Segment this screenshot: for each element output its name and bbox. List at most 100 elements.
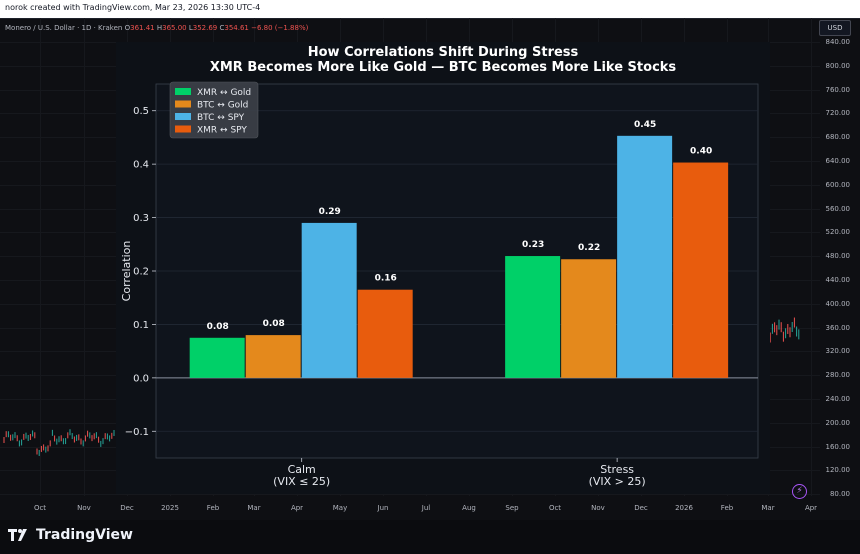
time-axis-label: Apr (290, 504, 304, 512)
correlation-chart-overlay: How Correlations Shift During Stress XMR… (116, 42, 770, 494)
time-axis-label: Aug (462, 504, 476, 512)
price-axis-label: 360.00 (825, 323, 851, 332)
bar-btc-spy (617, 135, 673, 378)
bar-value-label: 0.22 (578, 243, 600, 253)
tradingview-brand: TradingView (36, 527, 133, 543)
legend-swatch (175, 125, 191, 133)
time-axis-label: Feb (720, 504, 734, 512)
lightning-icon[interactable]: ⚡ (792, 484, 807, 499)
price-axis-label: 840.00 (825, 38, 851, 46)
y-tick-label: 0.2 (133, 267, 149, 278)
time-axis-label: Dec (634, 504, 648, 512)
y-tick-label: −0.1 (125, 427, 149, 438)
time-axis-label: Dec (120, 504, 134, 512)
y-tick-label: 0.1 (133, 320, 149, 331)
y-axis-title: Correlation (120, 241, 133, 302)
bar-value-label: 0.16 (375, 274, 397, 284)
legend-label: BTC ↔ SPY (197, 113, 245, 123)
price-axis-label: 400.00 (825, 299, 851, 308)
x-category-label: Stress (600, 463, 634, 476)
close-value: 354.61 (224, 24, 249, 32)
y-tick-label: 0.0 (133, 373, 149, 384)
time-axis-label: Mar (761, 504, 775, 512)
grid-line-vertical (40, 18, 41, 496)
legend-label: XMR ↔ SPY (197, 126, 247, 136)
price-axis-label: 760.00 (825, 85, 851, 94)
price-axis-label: 640.00 (825, 157, 851, 165)
price-axis-label: 720.00 (825, 109, 851, 118)
bar-xmr-gold (189, 337, 245, 378)
bar-value-label: 0.08 (263, 319, 285, 329)
created-with-text: norok created with TradingView.com, Mar … (5, 3, 261, 12)
price-axis-label: 520.00 (825, 228, 851, 237)
price-axis-label: 200.00 (825, 418, 851, 427)
bar-btc-gold (561, 259, 617, 378)
bottom-bar (0, 520, 860, 554)
price-axis-label: 320.00 (825, 347, 851, 356)
x-category-label: (VIX ≤ 25) (273, 475, 330, 488)
price-axis-label: 480.00 (825, 252, 851, 261)
tradingview-logo[interactable]: TradingView (8, 527, 133, 543)
currency-button[interactable]: USD (819, 20, 851, 36)
price-axis-label: 680.00 (825, 133, 851, 142)
price-axis-label: 440.00 (825, 276, 851, 284)
open-value: 361.41 (130, 24, 155, 32)
chart-subtitle: XMR Becomes More Like Gold — BTC Becomes… (209, 60, 677, 75)
time-axis-label: Nov (591, 504, 605, 512)
symbol-info: Monero / U.S. Dollar · 1D · Kraken O361.… (5, 24, 308, 32)
bar-value-label: 0.08 (207, 322, 229, 332)
price-axis-label: 800.00 (825, 61, 851, 70)
bar-xmr-spy (357, 289, 413, 378)
bar-value-label: 0.40 (690, 147, 712, 157)
high-value: 365.00 (162, 24, 187, 32)
top-bar: norok created with TradingView.com, Mar … (0, 0, 860, 18)
time-axis-label: Sep (505, 504, 519, 512)
price-axis-label: 280.00 (825, 371, 851, 380)
time-axis-label: Feb (206, 504, 220, 512)
price-axis-label: 600.00 (825, 180, 851, 189)
open-label: O (124, 24, 131, 32)
time-axis-label: Jun (377, 504, 389, 512)
legend-swatch (175, 88, 191, 95)
change-value: −6.80 (−1.88%) (251, 24, 309, 32)
low-value: 352.69 (192, 24, 218, 32)
high-label: H (156, 24, 163, 32)
grid-line-vertical (84, 18, 85, 496)
x-category-label: Calm (288, 463, 316, 476)
y-tick-label: 0.4 (133, 160, 149, 171)
bar-value-label: 0.45 (634, 120, 656, 130)
legend-box (169, 81, 259, 139)
time-axis-label: Oct (33, 504, 47, 512)
price-axis-label: 160.00 (825, 442, 851, 451)
close-label: C (219, 24, 225, 32)
y-tick-label: 0.5 (133, 106, 149, 117)
symbol-name: Monero / U.S. Dollar · 1D · Kraken (5, 24, 123, 32)
time-axis-label: Apr (804, 504, 818, 512)
time-axis-label: Mar (247, 504, 261, 512)
legend-label: XMR ↔ Gold (197, 88, 251, 98)
bar-btc-gold (245, 335, 301, 378)
legend-swatch (175, 100, 191, 108)
time-axis-label: Oct (548, 504, 562, 512)
price-axis-label: 240.00 (825, 395, 851, 403)
time-axis-label: 2026 (675, 504, 693, 512)
time-axis-label: Jul (421, 504, 431, 512)
bar-value-label: 0.23 (522, 240, 544, 250)
y-tick-label: 0.3 (133, 213, 149, 224)
legend-swatch (175, 113, 191, 120)
tradingview-logo-icon (8, 529, 27, 541)
time-axis-label: 2025 (161, 504, 179, 512)
time-axis-label: May (332, 504, 348, 512)
bar-btc-spy (301, 222, 357, 378)
bar-xmr-gold (505, 256, 561, 378)
grid-line-vertical (811, 18, 812, 496)
legend-label: BTC ↔ Gold (197, 101, 248, 111)
bar-xmr-spy (673, 162, 729, 378)
correlation-bar-chart: −0.1 0.0 0.1 0.2 0.3 0.4 0.5 Correlation 0.08 0.2… (120, 81, 759, 488)
chart-title: How Correlations Shift During Stress (307, 45, 579, 60)
grid-line-horizontal (0, 494, 820, 496)
x-category-label: (VIX > 25) (589, 475, 646, 488)
price-axis-label: 80.00 (829, 490, 850, 499)
price-axis-label: 560.00 (825, 204, 851, 213)
price-axis-label: 120.00 (825, 466, 851, 475)
